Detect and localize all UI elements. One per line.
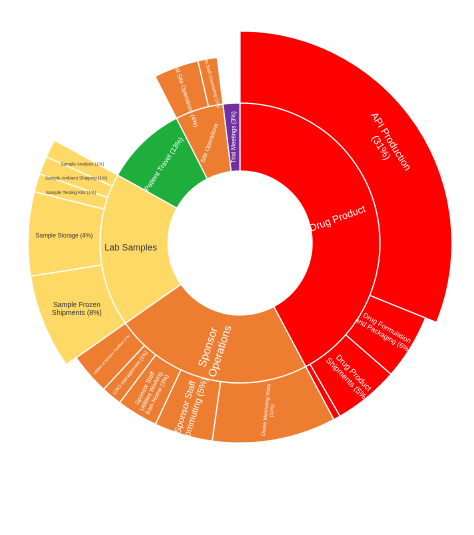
outer-segment-label-sample-storage: Sample Storage (4%) [35, 233, 92, 239]
outer-segment-label-sample-frozen-shipments: Sample Frozen Shipments (8%) [52, 302, 102, 317]
inner-segment-label-trial-meetings: Trial Meetings (3%) [231, 111, 237, 163]
outer-segment-sample-analysis [45, 139, 119, 187]
inner-segment-trial-meetings [222, 102, 241, 173]
outer-segment-label-sample-testing-kits: Sample Testing Kits (1%) [46, 190, 97, 195]
outer-segment-api-production [239, 30, 453, 324]
outer-segment-label-onsite-monitoring-visits: Onsite Monitoring Visits(11%) [261, 383, 278, 437]
inner-segment-label-lab-samples: Lab Samples [104, 243, 157, 253]
outer-segment-label-sample-ambient-shipping: Sample Ambient Shipping (1%) [45, 176, 108, 181]
outer-segment-label-sample-analysis: Sample Analysis (1%) [61, 162, 105, 167]
outer-segment-site-staff-commuting [197, 56, 224, 108]
chart-rings [27, 30, 453, 444]
